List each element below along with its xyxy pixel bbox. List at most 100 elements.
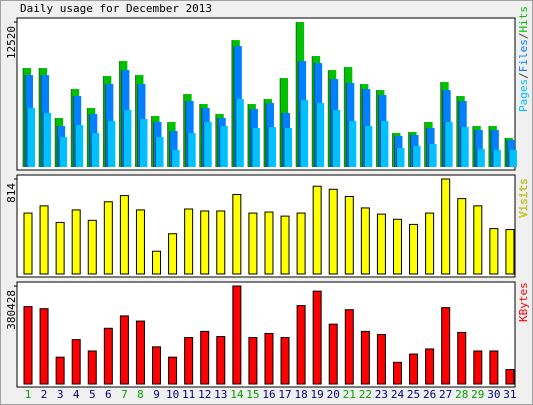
- x-tick-label: 31: [503, 388, 516, 401]
- bar: [457, 198, 467, 275]
- bar: [71, 209, 81, 275]
- legend: Pages/Files/Hits: [517, 6, 530, 112]
- bar: [71, 339, 81, 385]
- bar: [312, 185, 322, 275]
- bar: [328, 188, 338, 275]
- bar: [264, 332, 274, 385]
- bar: [316, 103, 325, 167]
- bar: [376, 213, 386, 275]
- bar: [43, 113, 52, 167]
- bar: [39, 205, 49, 275]
- legend-entry: Visits: [517, 178, 530, 218]
- x-tick-label: 13: [214, 388, 227, 401]
- bar: [344, 196, 354, 275]
- bar: [119, 315, 129, 385]
- y-tick-label: 814: [5, 183, 18, 203]
- bar: [155, 137, 164, 167]
- bar: [139, 119, 148, 167]
- bar: [168, 233, 178, 275]
- bar: [169, 131, 178, 167]
- bar: [409, 353, 419, 385]
- y-tick-label: 380428: [5, 290, 18, 330]
- bar: [264, 211, 274, 275]
- legend-entry: KBytes: [517, 282, 530, 322]
- bar: [396, 148, 405, 167]
- legend-separator: /: [517, 33, 530, 40]
- bar: [425, 348, 435, 385]
- bar: [392, 361, 402, 385]
- bar: [200, 330, 210, 385]
- bar: [23, 212, 33, 275]
- x-tick-label: 18: [294, 388, 307, 401]
- x-tick-label: 22: [359, 388, 372, 401]
- bar: [248, 212, 258, 275]
- x-tick-label: 16: [262, 388, 275, 401]
- bar: [505, 369, 515, 385]
- bar: [300, 100, 309, 167]
- bar: [441, 307, 451, 385]
- x-tick-label: 14: [230, 388, 244, 401]
- x-tick-label: 7: [121, 388, 128, 401]
- bar: [476, 149, 485, 167]
- bar: [75, 125, 84, 167]
- x-tick-label: 10: [166, 388, 179, 401]
- bar: [27, 108, 35, 167]
- x-tick-label: 21: [343, 388, 356, 401]
- x-tick-label: 11: [182, 388, 195, 401]
- bar: [232, 285, 242, 385]
- bar: [364, 126, 373, 167]
- x-tick-label: 12: [198, 388, 211, 401]
- x-tick-label: 1: [25, 388, 32, 401]
- bar: [200, 210, 210, 275]
- bar: [489, 350, 499, 385]
- bar: [409, 223, 419, 275]
- x-tick-label: 17: [278, 388, 291, 401]
- bar: [412, 146, 421, 167]
- legend-separator: /: [517, 72, 530, 79]
- bar: [284, 128, 293, 167]
- bar: [91, 133, 100, 167]
- legend: KBytes: [517, 282, 530, 322]
- bar: [348, 121, 357, 167]
- bar: [392, 218, 402, 275]
- bar: [444, 122, 453, 167]
- bar: [123, 110, 132, 167]
- bar: [380, 121, 389, 167]
- x-tick-label: 28: [455, 388, 468, 401]
- y-tick-label: 12520: [5, 26, 18, 59]
- legend-entry: Files: [517, 39, 530, 72]
- bar: [376, 333, 386, 385]
- bar: [360, 330, 370, 385]
- x-tick-label: 24: [391, 388, 405, 401]
- bar: [87, 219, 97, 275]
- x-tick-label: 27: [439, 388, 452, 401]
- legend-entry: Pages: [517, 79, 530, 112]
- x-tick-label: 25: [407, 388, 420, 401]
- x-tick-label: 5: [89, 388, 96, 401]
- x-tick-label: 6: [105, 388, 112, 401]
- bar: [267, 127, 276, 167]
- x-tick-label: 29: [471, 388, 484, 401]
- bar: [87, 350, 97, 385]
- bar: [171, 150, 180, 167]
- bar: [332, 110, 341, 167]
- x-tick-label: 4: [73, 388, 80, 401]
- bar: [425, 212, 435, 275]
- legend: Visits: [517, 178, 530, 218]
- bar: [152, 250, 162, 275]
- bar: [232, 194, 242, 275]
- bar: [135, 320, 145, 385]
- x-tick-label: 3: [57, 388, 64, 401]
- bar: [474, 130, 483, 167]
- bar: [280, 215, 290, 275]
- x-tick-label: 20: [327, 388, 340, 401]
- bar: [23, 306, 33, 385]
- bar: [103, 201, 113, 275]
- bar: [328, 323, 338, 385]
- bar: [55, 221, 65, 275]
- bar: [492, 150, 501, 167]
- bar: [184, 208, 194, 275]
- chart-title: Daily usage for December 2013: [20, 2, 212, 15]
- bar: [119, 195, 129, 275]
